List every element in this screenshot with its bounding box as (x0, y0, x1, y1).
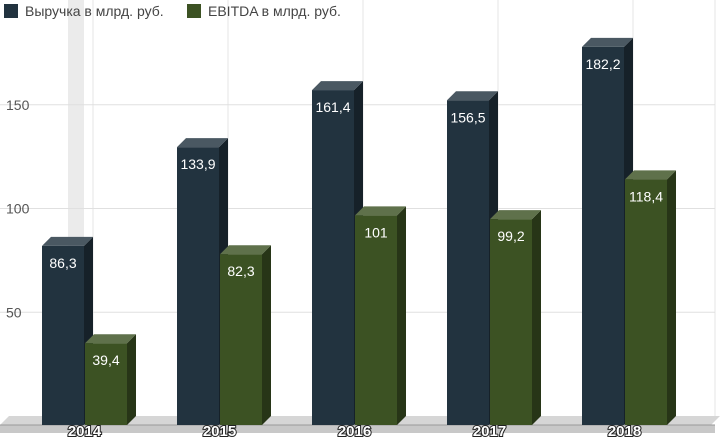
data-label: 133,9 (180, 156, 215, 172)
y-tick-label: 100 (6, 201, 30, 217)
y-tick-label: 150 (6, 97, 30, 113)
bar-revenue (42, 245, 84, 425)
x-tick-label: 2014 (68, 423, 102, 440)
bar-ebitda (220, 254, 262, 425)
data-label: 39,4 (92, 352, 119, 368)
data-label: 86,3 (49, 255, 76, 271)
bar-revenue (312, 90, 354, 425)
bar-top (85, 334, 136, 344)
bar-side (397, 206, 406, 425)
bar-top (490, 210, 541, 220)
legend-label: EBITDA в млрд. руб. (208, 3, 341, 19)
bar-side (667, 170, 676, 425)
bar-top (42, 236, 93, 246)
x-tick-label: 2017 (473, 423, 506, 440)
bar-ebitda (355, 215, 397, 425)
x-tick-label: 2018 (608, 423, 641, 440)
legend-label: Выручка в млрд. руб. (25, 3, 164, 19)
data-label: 161,4 (315, 99, 350, 115)
bar-top (582, 37, 633, 47)
floor-front (0, 425, 715, 433)
bar-side (262, 245, 271, 425)
bar-side (532, 210, 541, 425)
bar-top (312, 81, 363, 91)
bar-top (355, 206, 406, 216)
data-label: 82,3 (227, 263, 254, 279)
bar-ebitda (490, 219, 532, 425)
legend-swatch (4, 4, 18, 18)
bar-revenue (177, 147, 219, 425)
bar-revenue (582, 46, 624, 426)
data-label: 156,5 (450, 109, 485, 125)
data-label: 118,4 (629, 188, 663, 204)
x-tick-label: 2016 (338, 423, 371, 440)
bar-side (127, 334, 136, 425)
data-label: 101 (364, 224, 388, 240)
bar-ebitda (85, 343, 127, 425)
data-label: 99,2 (497, 228, 524, 244)
bar-top (220, 245, 271, 255)
bar-revenue (447, 100, 489, 425)
legend-swatch (187, 4, 201, 18)
x-tick-label: 2015 (203, 423, 236, 440)
bar-top (177, 138, 228, 148)
bar-top (625, 170, 676, 180)
data-label: 182,2 (585, 56, 620, 72)
bar-ebitda (625, 179, 667, 425)
y-tick-label: 50 (6, 304, 22, 320)
bar-top (447, 91, 498, 101)
